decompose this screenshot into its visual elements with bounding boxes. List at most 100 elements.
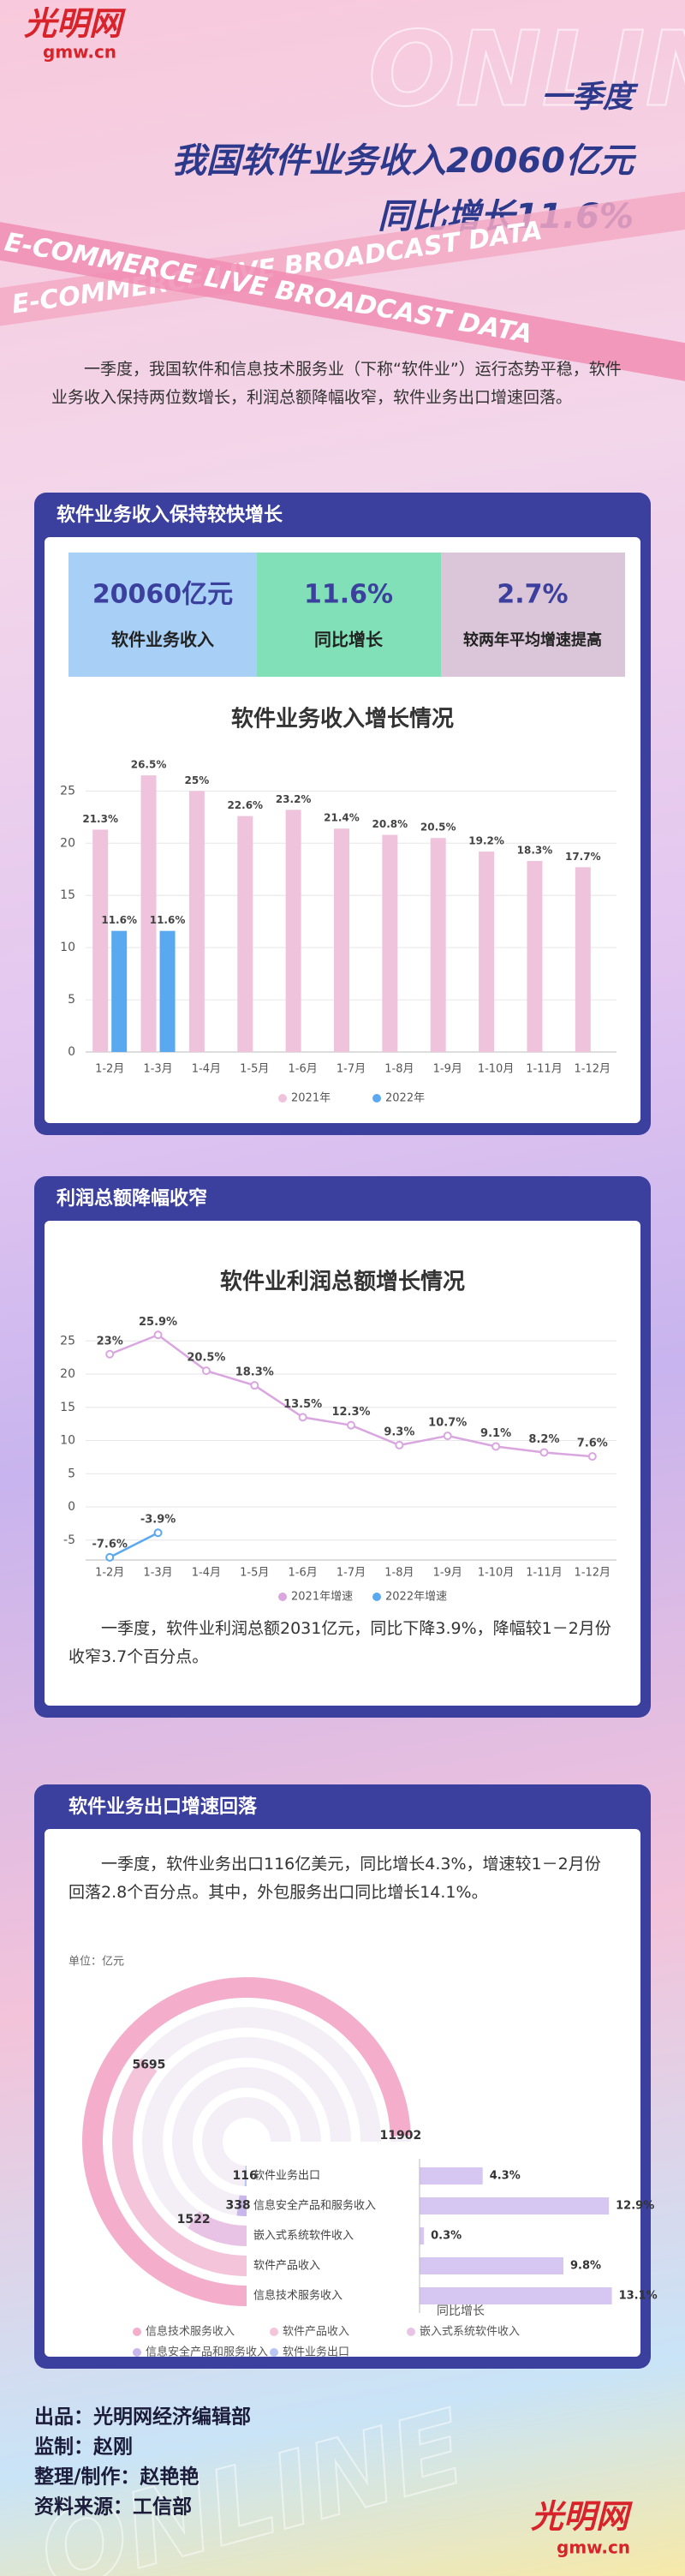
value-label: 21.4% — [324, 812, 360, 824]
stat-value: 11.6% — [304, 580, 393, 610]
ring-bar — [112, 2059, 247, 2276]
growth-bar — [420, 2197, 610, 2214]
credit: 监制：赵刚 — [34, 2436, 133, 2459]
value-label: 20.5% — [420, 822, 456, 834]
value-label: 19.2% — [468, 835, 504, 847]
stat-label: 软件业务收入 — [111, 630, 214, 650]
x-tick-label: 1-8月 — [384, 1567, 414, 1580]
bar — [188, 791, 205, 1052]
value-label: 9.8% — [570, 2260, 601, 2273]
x-tick-label: 1-5月 — [240, 1063, 269, 1076]
y-tick-label: -5 — [63, 1533, 75, 1547]
y-tick-label: 15 — [60, 1401, 75, 1414]
value-label: 10.7% — [428, 1417, 467, 1430]
watermark: ONLINE — [368, 11, 685, 130]
x-tick-label: 1-11月 — [526, 1063, 563, 1076]
point — [298, 1413, 307, 1422]
chart-title: 软件业利润总额增长情况 — [220, 1269, 465, 1295]
chart-title: 软件业务收入增长情况 — [231, 706, 454, 732]
intro: 一季度，我国软件和信息技术服务业（下称“软件业”）运行态势平稳，软件业务收入保持… — [51, 360, 622, 407]
legend-swatch — [133, 2328, 141, 2336]
x-tick-label: 1-7月 — [337, 1567, 366, 1580]
legend-label: 软件业务出口 — [283, 2346, 349, 2359]
y-tick-label: 5 — [68, 993, 75, 1007]
legend-swatch — [278, 1593, 287, 1601]
ring-bar — [188, 2210, 247, 2246]
legend-label: 2022年 — [385, 1092, 425, 1105]
x-tick-label: 1-9月 — [433, 1063, 462, 1076]
credit: 整理/制作：赵艳艳 — [34, 2465, 199, 2489]
value-label: 20.5% — [187, 1352, 225, 1365]
x-tick-label: 1-8月 — [384, 1063, 414, 1076]
value-label: 7.6% — [577, 1437, 608, 1450]
ring-track — [202, 2097, 291, 2186]
y-tick-label: 0 — [68, 1045, 75, 1059]
point — [443, 1431, 452, 1441]
bar — [140, 775, 157, 1052]
growth-bar — [420, 2167, 483, 2185]
bar — [334, 828, 349, 1052]
growth-bar — [420, 2287, 612, 2304]
value-label: 25.9% — [139, 1316, 177, 1329]
legend-swatch — [270, 2348, 278, 2357]
value-label: -3.9% — [140, 1514, 176, 1527]
x-tick-label: 1-2月 — [95, 1063, 124, 1076]
stat-value: 2.7% — [497, 580, 568, 610]
bar — [237, 816, 253, 1052]
y-tick-label: 15 — [60, 888, 75, 902]
point — [539, 1448, 549, 1457]
point — [250, 1381, 259, 1390]
value-label: 25% — [185, 774, 210, 786]
value-label: 13.1% — [619, 2290, 658, 2303]
legend-swatch — [372, 1593, 381, 1601]
value-label: -7.6% — [92, 1538, 127, 1551]
title-line: 一季度 — [541, 80, 639, 115]
ring-bar — [236, 2195, 247, 2216]
section-heading: 软件业务出口增速回落 — [68, 1796, 258, 1818]
legend-swatch — [372, 1094, 381, 1103]
x-tick-label: 1-4月 — [192, 1567, 221, 1580]
value-label: 23% — [97, 1335, 123, 1348]
bar — [382, 834, 398, 1052]
point — [587, 1452, 597, 1461]
legend-swatch — [133, 2348, 141, 2357]
unit-label: 单位：亿元 — [68, 1956, 124, 1969]
logo: 光明网 — [531, 2498, 633, 2536]
value-label: 12.9% — [616, 2200, 654, 2213]
point — [491, 1442, 501, 1451]
y-tick-label: 20 — [60, 836, 75, 850]
banner-strip — [0, 187, 685, 331]
x-tick-label: 1-10月 — [478, 1063, 515, 1076]
y-tick-label: 25 — [60, 1334, 75, 1348]
legend-swatch — [278, 1094, 287, 1103]
x-tick-label: 1-6月 — [289, 1063, 318, 1076]
bar — [285, 810, 301, 1052]
ring-track — [172, 2067, 321, 2216]
logo: 光明网 — [24, 5, 126, 43]
value-label: 11.6% — [101, 914, 137, 926]
value-label: 338 — [225, 2198, 250, 2212]
x-tick-label: 1-4月 — [192, 1063, 221, 1076]
x-tick-label: 1-2月 — [95, 1567, 124, 1580]
legend-label: 信息安全产品和服务收入 — [146, 2346, 268, 2359]
credit: 资料来源：工信部 — [34, 2495, 192, 2519]
point — [105, 1552, 115, 1562]
x-tick-label: 1-12月 — [575, 1063, 611, 1076]
stat-box — [68, 553, 257, 677]
category-label: 信息安全产品和服务收入 — [253, 2199, 376, 2213]
section-heading: 利润总额降幅收窄 — [57, 1187, 207, 1210]
bar — [479, 852, 495, 1052]
x-tick-label: 1-12月 — [575, 1567, 611, 1580]
category-label: 信息技术服务收入 — [253, 2289, 342, 2303]
growth-bar — [420, 2227, 425, 2244]
point — [105, 1349, 115, 1359]
x-tick-label: 1-9月 — [433, 1567, 462, 1580]
value-label: 5695 — [132, 2058, 165, 2071]
ring-track — [142, 2037, 351, 2246]
x-tick-label: 1-11月 — [526, 1567, 563, 1580]
legend-label: 2022年增速 — [385, 1591, 447, 1604]
stat-box — [441, 553, 625, 677]
growth-bar — [420, 2257, 563, 2274]
y-tick-label: 25 — [60, 784, 75, 798]
